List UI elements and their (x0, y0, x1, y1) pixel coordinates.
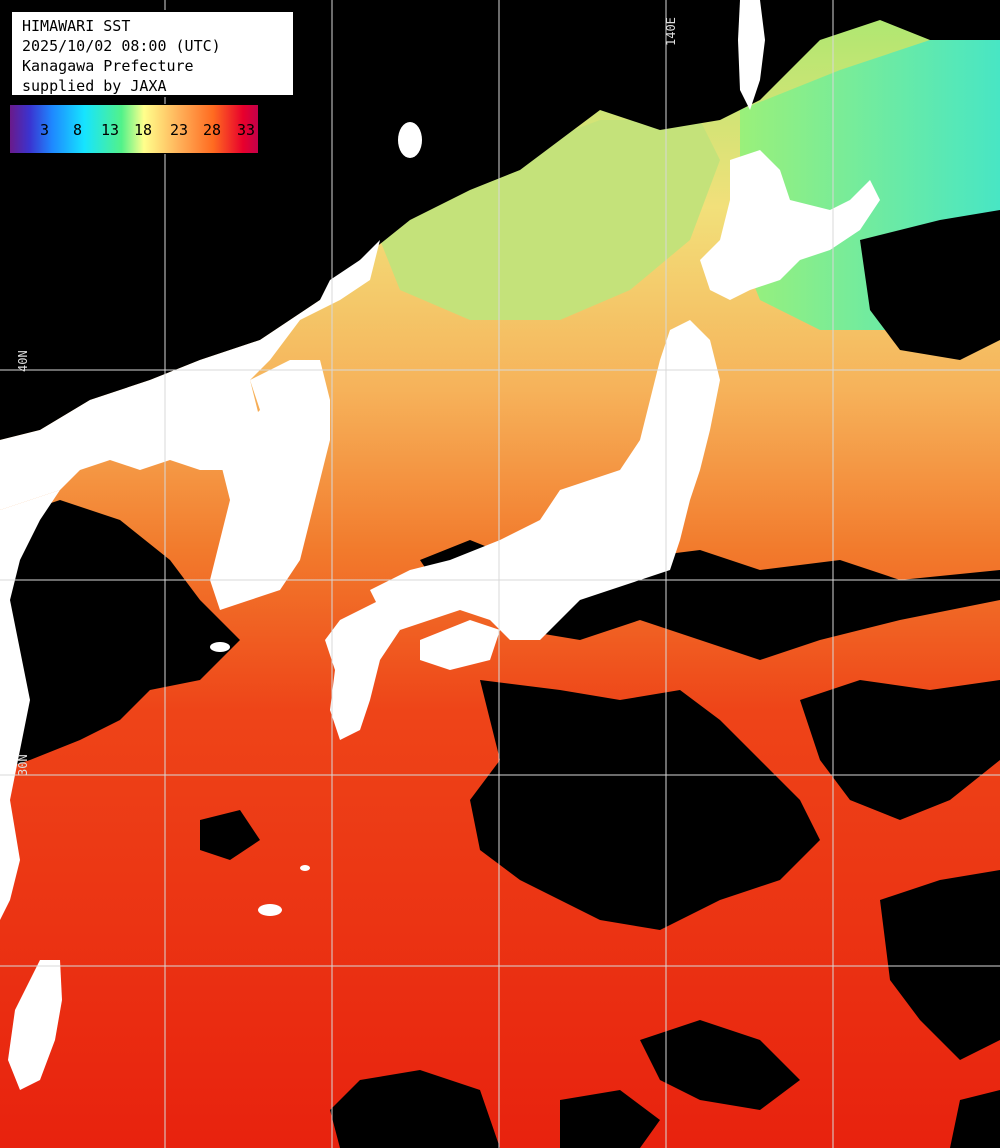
legend-tick: 23 (170, 121, 189, 139)
lat-label-40n: 40N (16, 350, 30, 372)
land-taiwan (8, 960, 62, 1090)
map-datetime: 2025/10/02 08:00 (UTC) (22, 37, 221, 55)
land-amami-island (300, 865, 310, 871)
land-kyushu (325, 600, 400, 740)
legend-tick: 3 (40, 121, 50, 139)
land-sakhalin (738, 0, 765, 110)
land-jeju-island (210, 642, 230, 652)
legend-tick: 8 (73, 121, 83, 139)
land-korea (210, 360, 330, 610)
land-shikoku (420, 620, 500, 670)
info-box: HIMAWARI SST 2025/10/02 08:00 (UTC) Kana… (10, 10, 295, 97)
map-region: Kanagawa Prefecture (22, 57, 194, 75)
sst-color-legend: 3 8 13 18 23 28 33 (9, 104, 259, 154)
legend-tick: 13 (101, 121, 120, 139)
land-mainland-north (0, 240, 380, 510)
land (0, 0, 880, 1090)
map-title: HIMAWARI SST (22, 17, 131, 35)
map-credit: supplied by JAXA (22, 77, 167, 95)
land-oki-island (398, 122, 422, 158)
lat-label-30n: 30N (16, 754, 30, 776)
land-china-east (0, 490, 60, 920)
legend-tick: 28 (203, 121, 222, 139)
land-okinawa-island (258, 904, 282, 916)
land-honshu-west (370, 320, 720, 640)
land-hokkaido (700, 150, 880, 300)
legend-tick: 33 (237, 121, 256, 139)
legend-tick: 18 (134, 121, 153, 139)
lon-label-140e: 140E (664, 17, 678, 46)
